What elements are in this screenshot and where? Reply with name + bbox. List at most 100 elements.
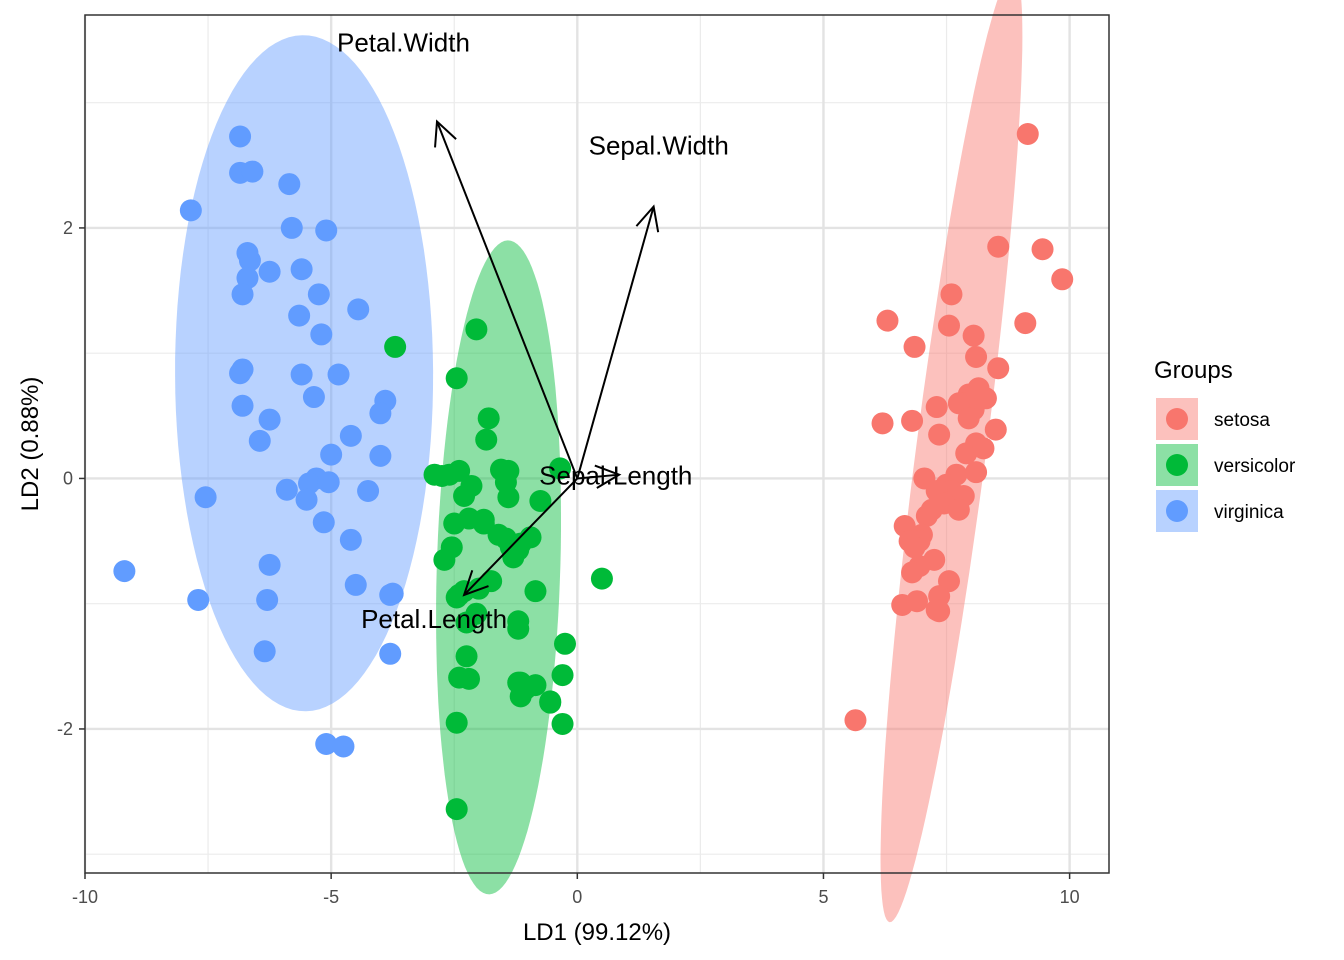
x-tick-label: -5	[323, 887, 339, 907]
x-tick-label: 5	[818, 887, 828, 907]
point-virginica	[339, 528, 362, 551]
point-virginica	[278, 173, 301, 196]
loading-label-sepal-width: Sepal.Width	[589, 131, 729, 161]
y-tick-label: 2	[63, 218, 73, 238]
point-setosa	[1014, 312, 1037, 335]
point-versicolor	[453, 484, 476, 507]
loading-labels: Petal.Width Sepal.Width Sepal.Length Petal.…	[337, 27, 729, 633]
x-axis-ticks: -10 -5 0 5 10	[72, 873, 1080, 907]
arrowhead-sepal-width	[635, 204, 660, 233]
point-virginica	[229, 362, 252, 385]
point-versicolor	[524, 580, 547, 603]
point-virginica	[241, 160, 264, 183]
point-setosa	[925, 396, 948, 419]
point-virginica	[238, 249, 261, 272]
point-virginica	[379, 583, 402, 606]
point-virginica	[229, 125, 252, 148]
y-tick-label: 0	[63, 468, 73, 488]
point-setosa	[906, 590, 928, 613]
point-versicolor	[458, 667, 480, 690]
point-virginica	[179, 199, 202, 222]
loading-label-petal-width: Petal.Width	[337, 27, 470, 57]
point-setosa	[938, 314, 960, 337]
legend-label-versicolor: versicolor	[1214, 456, 1296, 477]
point-versicolor	[529, 489, 552, 512]
point-virginica	[258, 408, 281, 431]
point-setosa	[955, 442, 978, 465]
point-setosa	[901, 561, 924, 584]
point-versicolor	[551, 712, 574, 735]
legend-title: Groups	[1154, 357, 1233, 384]
point-virginica	[295, 488, 318, 511]
point-versicolor	[384, 335, 407, 358]
x-tick-label: 10	[1060, 887, 1080, 907]
x-axis-title: LD1 (99.12%)	[523, 919, 671, 946]
point-virginica	[369, 402, 392, 425]
point-setosa	[876, 309, 899, 332]
point-setosa	[901, 409, 924, 432]
scatter-points	[113, 122, 1074, 821]
point-versicolor	[445, 367, 468, 390]
point-virginica	[357, 479, 380, 502]
point-virginica	[258, 553, 281, 576]
point-versicolor	[430, 464, 453, 487]
legend-point-setosa	[1166, 408, 1188, 430]
arrow-petal-length	[463, 477, 579, 596]
legend-point-versicolor	[1166, 454, 1188, 476]
point-versicolor	[445, 711, 468, 734]
point-virginica	[113, 560, 136, 583]
point-setosa	[1016, 122, 1039, 145]
panel-border	[84, 14, 1110, 874]
point-versicolor	[448, 583, 471, 606]
point-setosa	[844, 709, 867, 732]
point-versicolor	[590, 567, 613, 590]
point-setosa	[987, 235, 1010, 258]
arrow-petal-width	[436, 121, 579, 479]
arrowhead-sepal-length	[594, 464, 622, 489]
y-axis-ticks: -2 0 2	[57, 218, 85, 739]
point-virginica	[187, 588, 210, 611]
point-versicolor	[539, 690, 562, 713]
point-versicolor	[477, 407, 500, 430]
point-virginica	[320, 443, 343, 466]
point-versicolor	[514, 677, 537, 700]
point-virginica	[288, 304, 311, 327]
point-versicolor	[475, 428, 498, 451]
point-versicolor	[551, 664, 574, 687]
point-versicolor	[554, 632, 576, 655]
point-setosa	[920, 498, 943, 521]
point-virginica	[256, 588, 279, 611]
point-setosa	[903, 335, 926, 358]
point-virginica	[231, 283, 254, 306]
loading-label-petal-length: Petal.Length	[361, 604, 507, 634]
point-versicolor	[465, 602, 488, 625]
point-setosa	[957, 407, 980, 430]
point-versicolor	[497, 486, 520, 509]
point-setosa	[984, 418, 1007, 441]
point-setosa	[903, 536, 926, 559]
arrow-sepal-width	[576, 206, 655, 479]
point-virginica	[327, 363, 350, 386]
point-virginica	[275, 478, 298, 501]
legend-label-setosa: setosa	[1214, 410, 1270, 431]
point-setosa	[965, 345, 988, 368]
point-virginica	[290, 363, 313, 386]
point-setosa	[965, 461, 988, 484]
point-virginica	[379, 642, 402, 665]
point-virginica	[258, 260, 281, 283]
loading-label-sepal-length: Sepal.Length	[539, 461, 692, 491]
arrowhead-petal-width	[434, 119, 457, 148]
point-virginica	[231, 394, 254, 417]
legend-point-virginica	[1166, 500, 1188, 522]
point-virginica	[344, 573, 367, 596]
legend: Groups setosa versicolor virginica	[1154, 357, 1296, 532]
point-setosa	[1031, 238, 1054, 261]
point-virginica	[194, 486, 217, 509]
point-virginica	[302, 386, 325, 409]
point-versicolor	[455, 645, 478, 668]
y-tick-label: -2	[57, 719, 73, 739]
point-versicolor	[487, 523, 510, 546]
point-virginica	[315, 732, 338, 755]
point-virginica	[248, 429, 271, 452]
point-virginica	[298, 472, 320, 495]
